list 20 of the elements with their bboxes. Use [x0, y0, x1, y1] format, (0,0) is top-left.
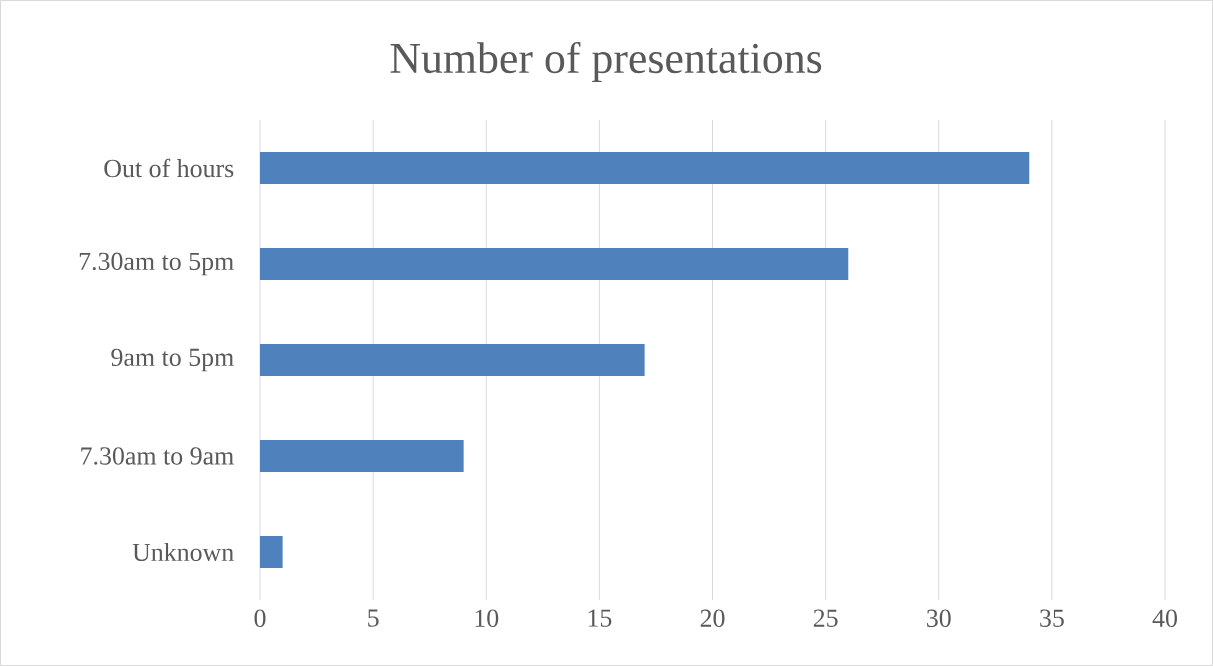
x-tick-label: 0	[254, 609, 266, 627]
chart-title: Number of presentations	[390, 41, 822, 83]
x-tick-label: 40	[1152, 609, 1177, 627]
x-tick-label: 10	[475, 609, 499, 627]
y-tick-label: 9am to 5pm	[111, 348, 234, 372]
bar	[260, 151, 1030, 184]
y-tick-label: 7.30am to 9am	[81, 447, 234, 465]
y-tick-label: Out of hours	[104, 158, 234, 178]
y-tick-label: Unknown	[132, 542, 234, 562]
x-tick-label: 35	[1040, 609, 1064, 627]
x-tick-label: 5	[368, 609, 379, 627]
x-tick-label: 25	[813, 609, 838, 627]
x-tick-label: 15	[588, 609, 612, 627]
x-tick-label: 30	[927, 609, 951, 627]
bar	[260, 343, 645, 376]
y-tick-label: 7.30am to 5pm	[79, 252, 234, 276]
bar	[260, 439, 464, 472]
bar	[260, 247, 849, 280]
bar	[260, 535, 283, 568]
x-tick-label: 20	[700, 609, 725, 627]
